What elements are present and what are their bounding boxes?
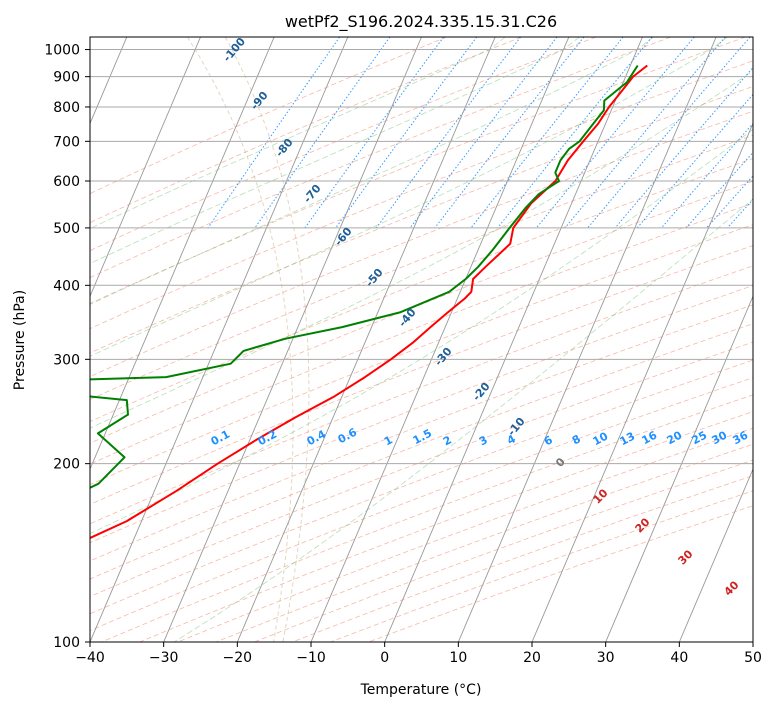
y-tick-label: 100: [53, 635, 80, 651]
mixing-ratio-line: [536, 37, 695, 229]
x-tick-label: 0: [380, 650, 389, 666]
mixing-ratio-label: 20: [665, 428, 685, 447]
ice-curve-line: [186, 37, 294, 642]
mixing-ratio-label: 10: [591, 429, 611, 448]
moist-adiabat-line: [173, 198, 753, 642]
mixing-ratio-label: 36: [731, 428, 751, 447]
dry-adiabat-line: [90, 265, 753, 525]
dry-adiabat-line: [90, 377, 753, 632]
mixing-ratio-label: 25: [690, 429, 710, 448]
mixing-ratio-line: [254, 37, 391, 229]
dry-adiabat-line: [90, 85, 753, 354]
chart-title: wetPf2_S196.2024.335.15.31.C26: [285, 12, 557, 32]
dry-adiabat-line: [90, 359, 753, 615]
dry-adiabat-line: [90, 158, 753, 423]
isotherm-line: [605, 295, 753, 642]
y-tick-label: 700: [53, 134, 80, 150]
data-lines: [90, 64, 648, 540]
isotherm-line: [310, 37, 570, 642]
ice-curve-line: [224, 37, 310, 642]
x-tick-label: 10: [449, 650, 467, 666]
dry-adiabat-line: [90, 285, 753, 544]
moist-adiabat-line: [90, 37, 728, 357]
x-tick-label: −30: [149, 650, 179, 666]
moist-adiabat-line: [90, 128, 753, 535]
isotherm-line: [236, 37, 496, 642]
dry-adiabat-line: [101, 394, 753, 642]
x-tick-label: 50: [744, 650, 762, 666]
mixing-ratio-line: [706, 175, 753, 229]
y-tick-label: 300: [53, 352, 80, 368]
dry-adiabat-line: [90, 37, 447, 195]
mixing-ratio-line: [409, 37, 558, 229]
y-axis-label: Pressure (hPa): [12, 290, 28, 390]
moist-adiabat-line: [90, 37, 580, 264]
isotherm-line: [90, 37, 349, 642]
x-tick-label: −20: [223, 650, 253, 666]
mixing-ratio-line: [335, 37, 478, 229]
dry-adiabat-line: [90, 60, 753, 330]
y-axis: 100 200 300 400 500 600 700 800 900 1000: [44, 43, 90, 651]
y-tick-label: 500: [53, 221, 80, 237]
x-tick-label: 30: [597, 650, 615, 666]
isotherm-line: [90, 37, 275, 471]
mixing-ratio-line: [564, 37, 726, 229]
isotherm-line: [752, 640, 753, 642]
plot-frame: [89, 36, 754, 643]
dry-adiabat-line: [90, 180, 753, 444]
x-tick-label: −10: [296, 650, 326, 666]
x-tick-label: −40: [75, 650, 105, 666]
moist-adiabat-line: [90, 37, 506, 229]
y-tick-label: 400: [53, 278, 80, 294]
mixing-ratio-line: [207, 37, 341, 229]
mixing-ratio-label: 13: [618, 430, 638, 449]
isotherm-line: [163, 37, 422, 642]
y-tick-label: 200: [53, 457, 80, 473]
mixing-ratio-line: [636, 93, 753, 229]
mixing-ratio-line: [304, 37, 445, 229]
mixing-ratio-label: 16: [640, 428, 660, 447]
dry-adiabat-line: [90, 304, 753, 562]
temperature-line: [90, 64, 648, 540]
y-tick-label: 1000: [44, 43, 80, 59]
y-tick-label: 800: [53, 100, 80, 116]
moist-adiabat-line: [90, 37, 654, 305]
x-tick-label: 40: [670, 650, 688, 666]
dewpoint-line: [90, 64, 639, 489]
isotherm-line: [678, 467, 753, 642]
dry-adiabat-line: [90, 134, 753, 400]
y-tick-label: 600: [53, 174, 80, 190]
mixing-ratio-line: [497, 37, 653, 229]
x-axis: −40 −30 −20 −10 0 10 20 30 40 50: [75, 642, 762, 666]
plot-background: [90, 37, 753, 642]
x-tick-label: 20: [523, 650, 541, 666]
y-tick-label: 900: [53, 70, 80, 86]
dry-adiabat-line: [90, 341, 753, 598]
x-axis-label: Temperature (°C): [360, 682, 482, 698]
isotherm-line: [384, 37, 643, 642]
moist-adiabat-line: [90, 70, 753, 429]
mixing-ratio-line: [375, 37, 521, 229]
background-lines: [90, 37, 753, 642]
dry-adiabat-line: [90, 37, 522, 224]
dry-adiabat-line: [90, 323, 753, 580]
isotherm-line: [457, 37, 717, 642]
isotherm-line: [531, 122, 753, 642]
isotherm-line: [90, 37, 201, 298]
mixing-ratio-label: 30: [710, 428, 730, 447]
